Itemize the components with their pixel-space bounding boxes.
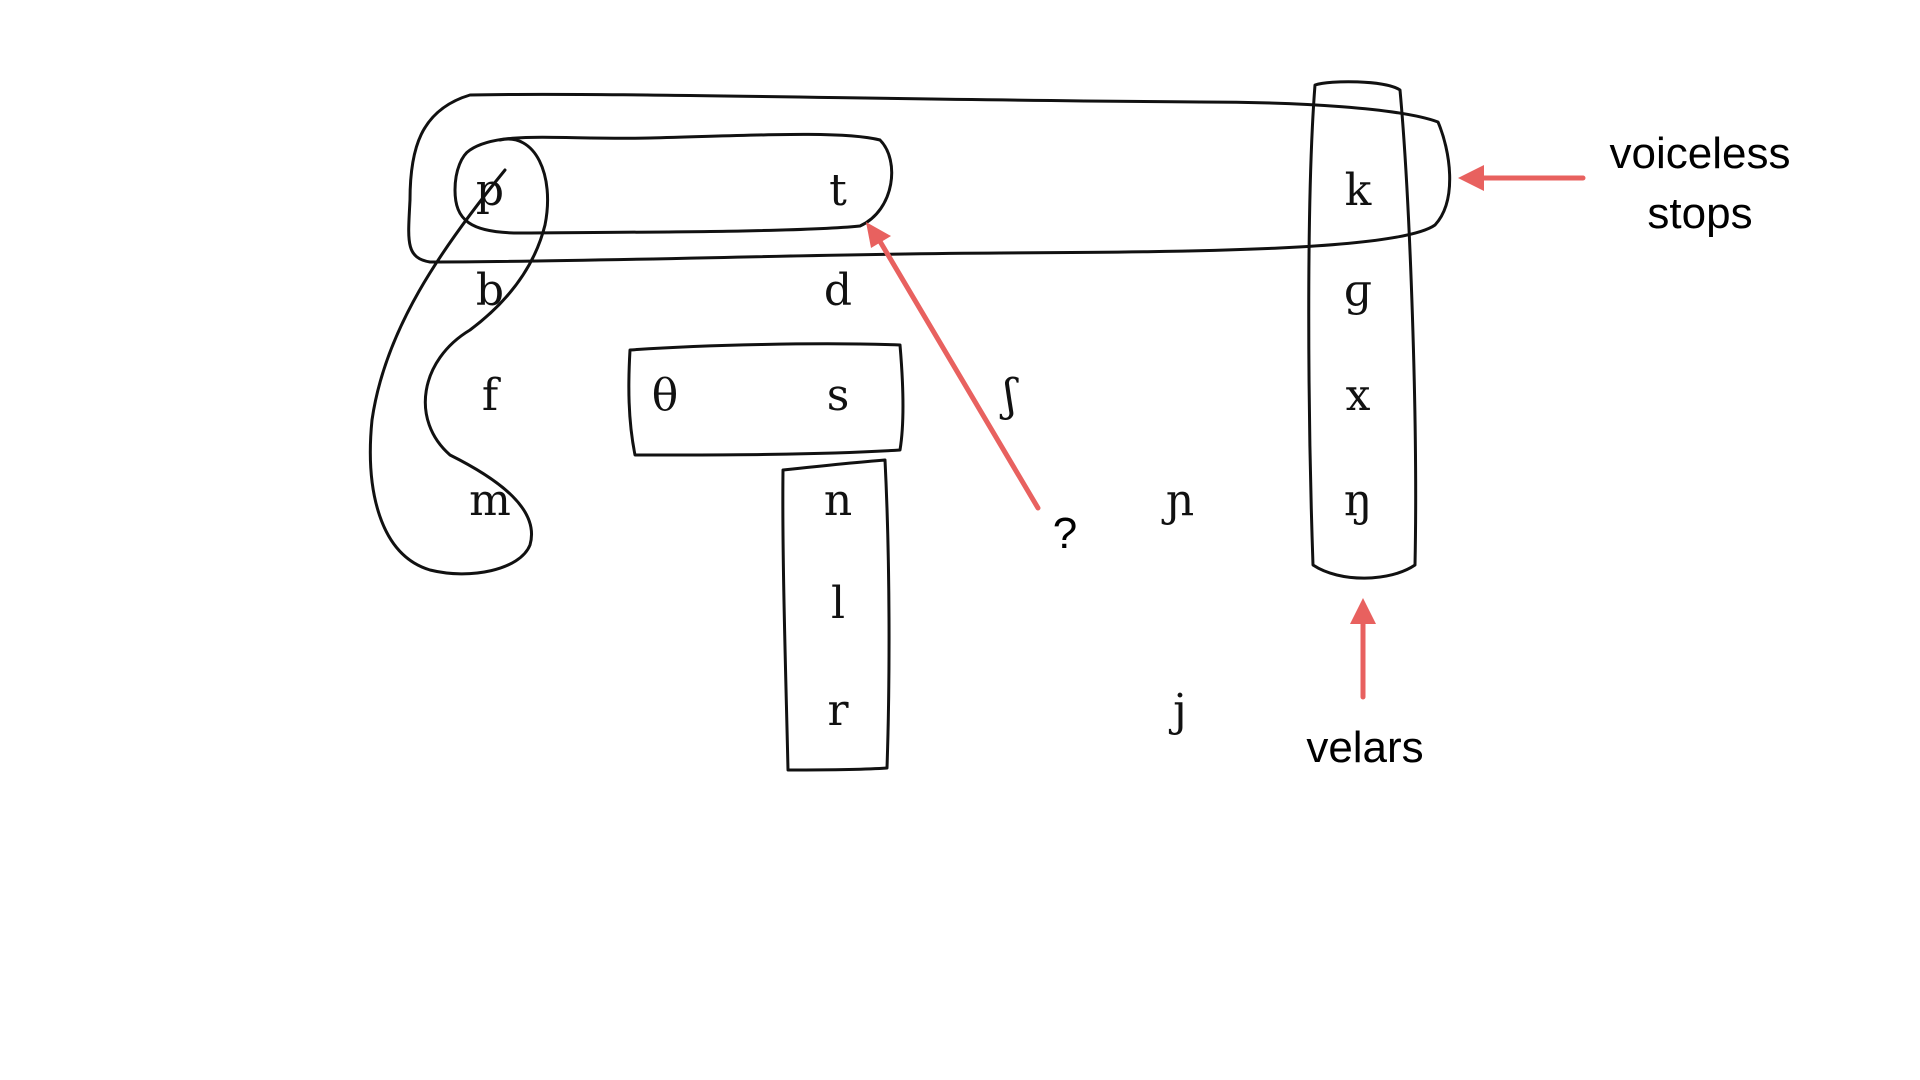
symbol-l: l: [831, 578, 845, 629]
symbol-esh: ʃ: [999, 370, 1019, 421]
symbol-f: f: [482, 370, 501, 421]
velars-label: velars: [1306, 723, 1423, 772]
symbol-k: k: [1345, 165, 1372, 216]
symbol-d: d: [824, 265, 852, 316]
symbol-x: x: [1346, 370, 1371, 421]
voiceless-label: voiceless: [1610, 129, 1791, 178]
velars-arrow: [1350, 598, 1376, 700]
pt-loop: [453, 132, 894, 235]
stops-label: stops: [1647, 189, 1752, 238]
symbol-m: m: [469, 475, 511, 526]
symbol-n: n: [824, 475, 852, 526]
velars-box: [1307, 80, 1418, 580]
symbol-palatal-nasal: ɲ: [1161, 475, 1194, 526]
labials-loop: [368, 137, 550, 576]
question-label: ?: [1053, 509, 1077, 558]
symbol-j: j: [1168, 685, 1187, 736]
nlr-box: [781, 458, 891, 772]
symbol-t: t: [829, 165, 847, 216]
voiceless-stops-arrow: [1458, 165, 1586, 191]
question-arrow: [866, 222, 1041, 511]
symbol-s: s: [827, 370, 850, 421]
symbol-r: r: [827, 685, 849, 736]
theta-s-box: [627, 342, 905, 457]
symbol-g: ɡ: [1344, 265, 1372, 316]
symbol-theta: θ: [652, 370, 679, 421]
symbol-eng: ŋ: [1344, 475, 1372, 526]
symbol-p: p: [476, 165, 504, 216]
symbol-b: b: [476, 265, 504, 316]
voiceless-stops-loop: [407, 92, 1452, 264]
